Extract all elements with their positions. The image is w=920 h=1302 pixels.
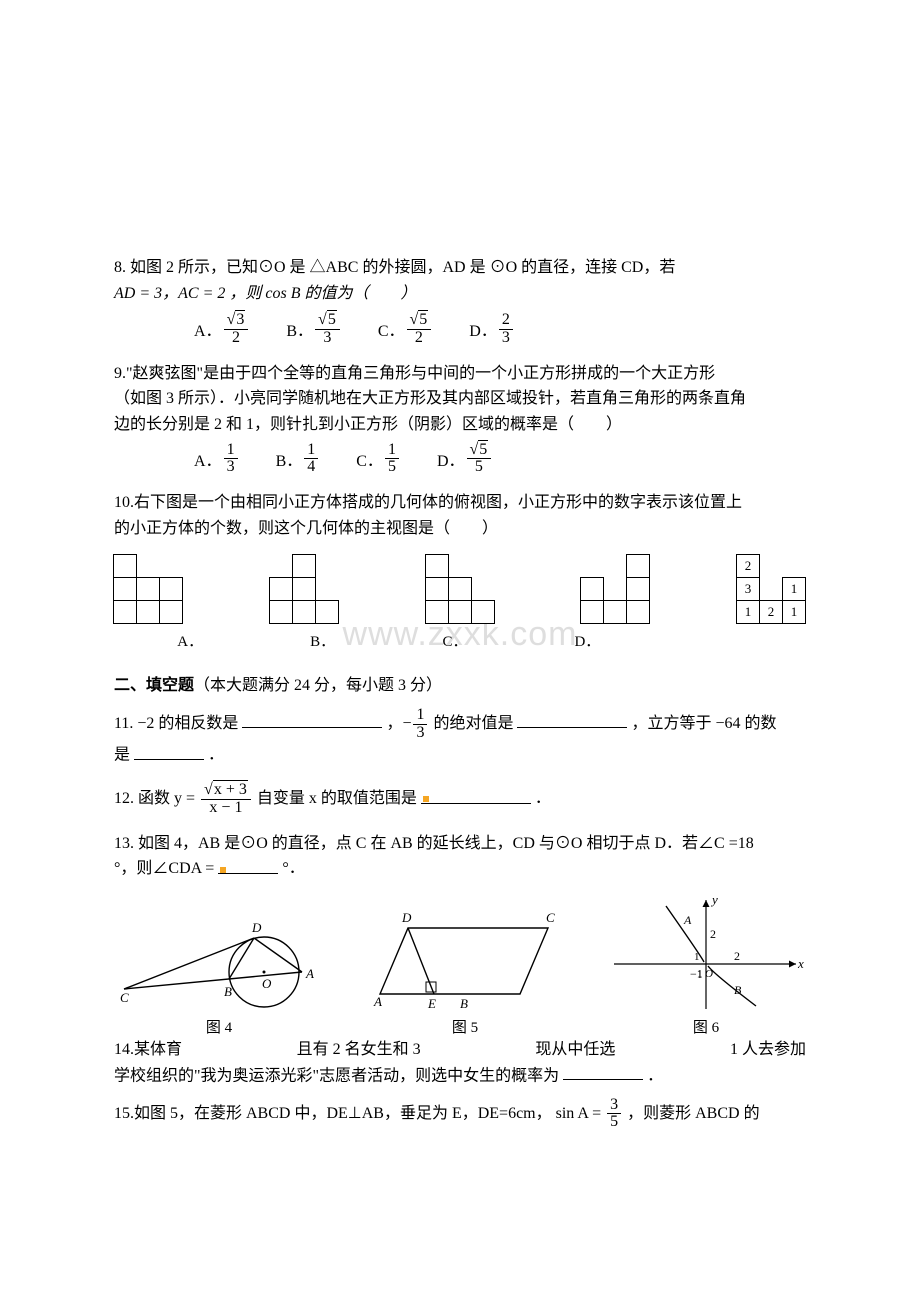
q11-blank-3 [134, 742, 204, 760]
q10-grid-c [426, 555, 495, 624]
svg-text:O: O [705, 968, 713, 980]
svg-text:A: A [373, 994, 382, 1009]
q12: 12. 函数 y = x + 3x − 1 自变量 x 的取值范围是 ． [114, 782, 806, 817]
q10-grid-b [270, 555, 339, 624]
q10-line1: 10.右下图是一个由相同小正方体搭成的几何体的俯视图，小正方形中的数字表示该位置… [114, 490, 806, 516]
q11-blank-1 [242, 711, 382, 729]
svg-text:1: 1 [694, 951, 700, 963]
q8-choice-c: C． 52 [378, 312, 433, 347]
svg-text:C: C [120, 990, 129, 1005]
marker-dot-icon [423, 796, 429, 802]
svg-text:2: 2 [710, 927, 716, 941]
q11-line2: 是 ． [114, 742, 806, 768]
q8-choice-d: D． 23 [469, 312, 515, 347]
q10-labels: A． B． C． D． [114, 630, 806, 651]
q9-choice-d: D． 55 [437, 442, 493, 477]
q10-label-d: D． [537, 630, 637, 651]
q10-grid-d [581, 555, 650, 624]
svg-text:D: D [401, 910, 412, 925]
q10-line2: 的小正方体的个数，则这个几何体的主视图是（ ） [114, 516, 806, 542]
q11: 11. −2 的相反数是 ，−13 的绝对值是 ，立方等于 −64 的数 [114, 707, 806, 742]
svg-text:D: D [251, 920, 262, 935]
q10-grids: 2 3 1 1 2 1 [114, 555, 806, 624]
svg-text:x: x [797, 956, 804, 971]
caption-fig5: 图 5 [365, 1016, 565, 1037]
q13-line2: °，则∠CDA = °． [114, 856, 806, 882]
q9-choice-a: A． 13 [194, 442, 240, 477]
q9-line2: （如图 3 所示）．小亮同学随机地在大正方形及其内部区域投针，若直角三角形的两条… [114, 386, 806, 412]
svg-text:y: y [710, 894, 718, 907]
q9-choice-b: B． 14 [276, 442, 321, 477]
q15: 15.如图 5，在菱形 ABCD 中，DE⊥AB，垂足为 E，DE=6cm， s… [114, 1097, 806, 1132]
svg-text:C: C [546, 910, 555, 925]
figure-row: C B O A D D C A E B [114, 894, 806, 1014]
svg-text:E: E [427, 996, 436, 1011]
q14-blank [563, 1063, 643, 1081]
q14-line1: 14.某体育 且有 2 名女生和 3 现从中任选 1 人去参加 [114, 1037, 806, 1063]
q10-label-c: C． [405, 630, 505, 651]
q9-line3: 边的长分别是 2 和 1，则针扎到小正方形（阴影）区域的概率是（ ） [114, 412, 806, 438]
q8-line1: 8. 如图 2 所示，已知⊙O 是 △ABC 的外接圆，AD 是 ⊙O 的直径，… [114, 255, 806, 281]
q9-choice-c: C． 15 [356, 442, 401, 477]
q12-blank [421, 786, 531, 804]
q8-choices: A． 32 B． 53 C． 52 D． 23 [194, 312, 806, 347]
svg-text:1: 1 [697, 968, 703, 980]
figure-4-svg: C B O A D [114, 904, 334, 1014]
marker-dot-icon [220, 867, 226, 873]
caption-fig4: 图 4 [114, 1016, 324, 1037]
q8-choice-b: B． 53 [286, 312, 341, 347]
q9-line1: 9."赵爽弦图"是由于四个全等的直角三角形与中间的一个小正方形拼成的一个大正方形 [114, 361, 806, 387]
q8-choice-a: A． 32 [194, 312, 250, 347]
svg-text:B: B [734, 983, 742, 997]
q9-choices: A． 13 B． 14 C． 15 D． 55 [194, 442, 806, 477]
page-container: www.zxxk.com 8. 如图 2 所示，已知⊙O 是 △ABC 的外接圆… [0, 0, 920, 1302]
svg-text:A: A [683, 913, 692, 927]
q14-line2: 学校组织的"我为奥运添光彩"志愿者活动，则选中女生的概率为 ． [114, 1063, 806, 1089]
q8-line2: AD = 3，AC = 2 ，则 cos B 的值为（ ） [114, 285, 416, 302]
q10-label-b: B． [273, 630, 373, 651]
svg-text:B: B [460, 996, 468, 1011]
q11-blank-2 [517, 711, 627, 729]
figure-captions: 图 4 图 5 图 6 [114, 1016, 806, 1037]
q13-blank [218, 856, 278, 874]
svg-text:O: O [262, 976, 272, 991]
q13-line1: 13. 如图 4，AB 是⊙O 的直径，点 C 在 AB 的延长线上，CD 与⊙… [114, 831, 806, 857]
figure-5-svg: D C A E B [370, 904, 570, 1014]
q10-topview: 2 3 1 1 2 1 [737, 555, 806, 624]
q10-label-a: A． [140, 630, 240, 651]
caption-fig6: 图 6 [606, 1016, 806, 1037]
q10-grid-a [114, 555, 183, 624]
svg-text:A: A [305, 966, 314, 981]
svg-text:2: 2 [734, 949, 740, 963]
figure-6-svg: x y 2 A 1 2 −1 1 B O [606, 894, 806, 1014]
section-ii-title: 二、填空题（本大题满分 24 分，每小题 3 分） [114, 671, 806, 695]
svg-text:B: B [224, 984, 232, 999]
